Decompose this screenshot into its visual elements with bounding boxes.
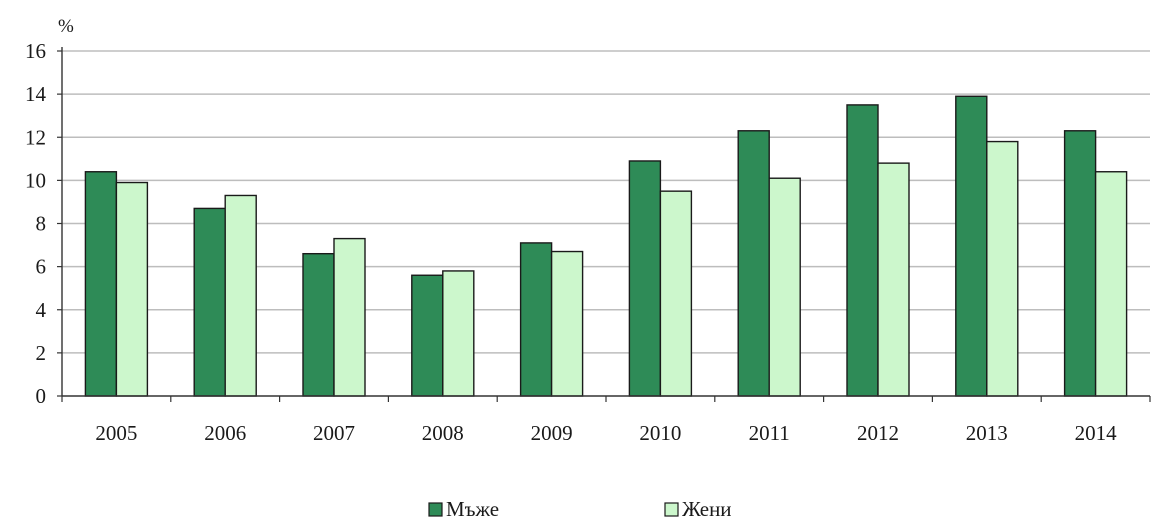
x-tick-label: 2014 <box>1075 421 1118 445</box>
x-tick-label: 2008 <box>422 421 464 445</box>
bar-women <box>442 270 475 397</box>
y-tick-label: 16 <box>25 39 46 63</box>
bar-women <box>1094 171 1128 397</box>
bar-women <box>550 250 584 397</box>
x-axis-ticks: 2005 2006 2007 2008 2009 2010 2011 2012 2013 2014 <box>61 396 1151 445</box>
y-tick-label: 6 <box>36 255 47 279</box>
x-tick-label: 2010 <box>639 421 681 445</box>
legend-label-women: Жени <box>682 497 732 521</box>
y-tick-label: 0 <box>36 384 47 408</box>
legend: Мъже Жени <box>428 497 732 521</box>
bar-men <box>955 95 988 397</box>
bar-men <box>1063 130 1097 397</box>
y-tick-label: 14 <box>25 82 47 106</box>
legend-swatch-men <box>428 502 443 517</box>
y-tick-label: 4 <box>36 298 47 322</box>
x-tick-label: 2012 <box>857 421 899 445</box>
bar-women <box>877 162 910 397</box>
bar-men <box>411 274 444 397</box>
bar-women <box>986 140 1019 397</box>
y-axis-ticks: 0 2 4 6 8 10 12 14 16 <box>25 39 62 408</box>
y-axis-unit-label: % <box>58 16 74 37</box>
bar-men <box>737 130 770 397</box>
x-tick-label: 2009 <box>531 421 573 445</box>
y-tick-label: 10 <box>25 168 46 192</box>
bar-women <box>115 181 149 397</box>
bar-men <box>519 242 553 397</box>
bar-women <box>333 237 366 397</box>
bar-women <box>768 177 801 397</box>
legend-label-men: Мъже <box>446 497 499 521</box>
x-tick-label: 2013 <box>966 421 1008 445</box>
x-tick-label: 2011 <box>749 421 790 445</box>
bar-men <box>84 171 118 397</box>
y-tick-label: 2 <box>36 341 47 365</box>
bar-men <box>628 160 662 397</box>
bar-women <box>224 194 257 397</box>
y-tick-label: 8 <box>36 212 47 236</box>
bar-men <box>846 104 879 397</box>
legend-swatch-women <box>664 502 679 517</box>
x-tick-label: 2005 <box>95 421 137 445</box>
y-tick-label: 12 <box>25 125 46 149</box>
bars <box>84 95 1128 397</box>
bar-women <box>659 190 693 397</box>
x-tick-label: 2006 <box>204 421 246 445</box>
bar-men <box>193 207 226 397</box>
x-tick-label: 2007 <box>313 421 355 445</box>
bar-men <box>302 252 335 397</box>
